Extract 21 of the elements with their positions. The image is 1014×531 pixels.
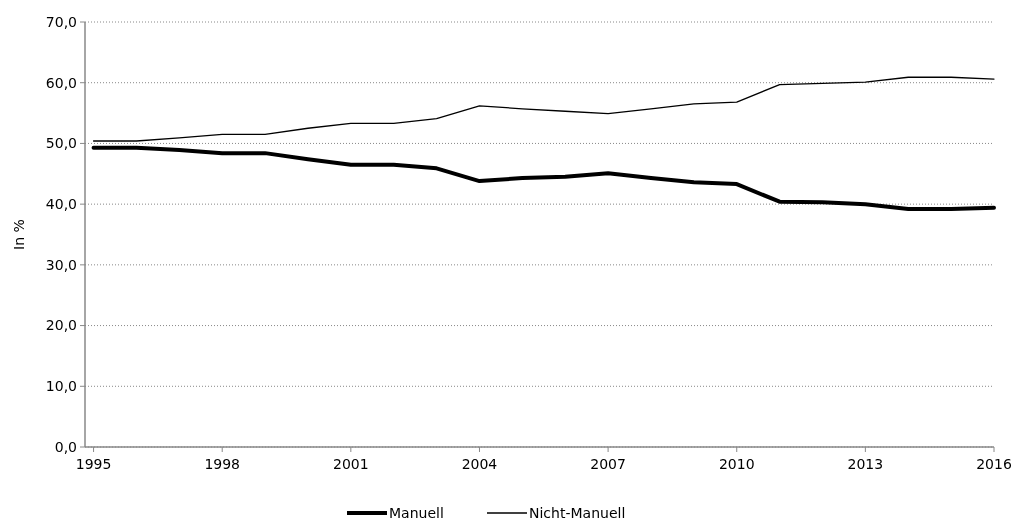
y-tick-label: 70,0 [45, 13, 77, 30]
legend-label: Manuell [389, 504, 444, 521]
x-tick-label: 1998 [204, 456, 241, 472]
line-series [92, 76, 995, 142]
x-tick-label: 2001 [333, 456, 369, 472]
y-tick-label: 50,0 [45, 135, 77, 152]
y-tick-label: 30,0 [45, 256, 77, 273]
x-tick-label: 2010 [718, 456, 755, 472]
x-tick-label: 2007 [590, 456, 626, 472]
x-tick-label: 2016 [976, 456, 1012, 472]
x-tick-label: 2004 [461, 456, 498, 472]
legend-label: Nicht-Manuell [529, 504, 626, 521]
line-series [91, 145, 996, 211]
y-tick-label: 0,0 [54, 438, 77, 455]
y-tick-label: 20,0 [45, 317, 77, 334]
x-tick-label: 2013 [847, 456, 884, 472]
y-tick-label: 10,0 [45, 378, 77, 395]
y-tick-label: 60,0 [45, 74, 77, 91]
y-tick-label: 40,0 [45, 196, 77, 213]
x-tick-label: 1995 [75, 456, 112, 472]
y-axis-title: In % [11, 219, 27, 250]
